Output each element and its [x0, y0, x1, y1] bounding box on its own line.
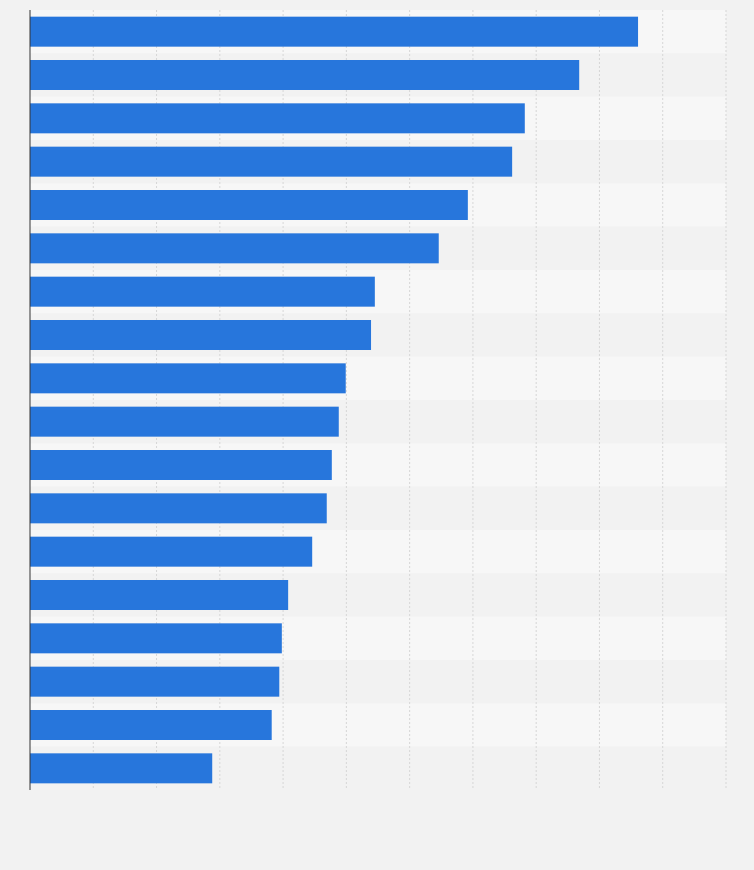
- bar: [30, 320, 372, 350]
- bar: [30, 60, 580, 90]
- bar: [30, 450, 332, 480]
- bar: [30, 103, 525, 134]
- bar: [30, 710, 272, 740]
- bar: [30, 233, 439, 264]
- bar: [30, 493, 327, 524]
- bar: [30, 753, 213, 784]
- bar: [30, 146, 513, 177]
- bar: [30, 16, 639, 47]
- bar: [30, 623, 282, 654]
- bar: [30, 666, 280, 697]
- bar: [30, 190, 468, 220]
- bar: [30, 363, 346, 394]
- bar: [30, 580, 289, 610]
- bar: [30, 406, 339, 437]
- bar: [30, 536, 313, 567]
- bar: [30, 276, 375, 307]
